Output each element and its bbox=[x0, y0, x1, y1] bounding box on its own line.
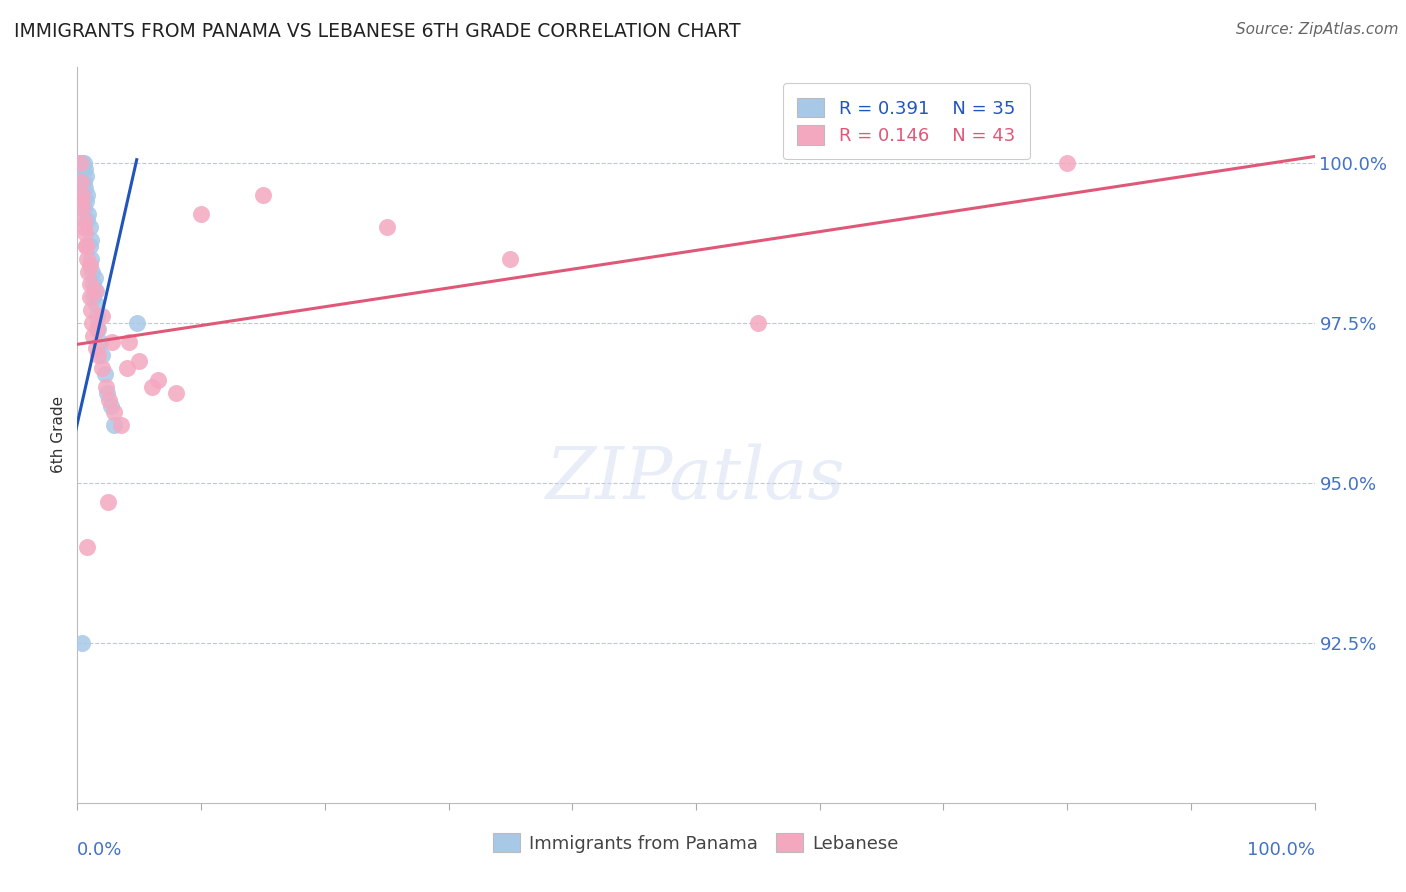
Point bbox=[115, 360, 138, 375]
Point bbox=[75, 169, 97, 183]
Text: 0.0%: 0.0% bbox=[77, 841, 122, 859]
Point bbox=[73, 162, 96, 177]
Point bbox=[79, 290, 101, 304]
Point bbox=[118, 334, 141, 349]
Point bbox=[79, 277, 101, 292]
Point bbox=[69, 156, 91, 170]
Point bbox=[89, 334, 111, 349]
Point bbox=[91, 360, 114, 375]
Point bbox=[72, 156, 94, 170]
Point bbox=[96, 386, 118, 401]
Legend: Immigrants from Panama, Lebanese: Immigrants from Panama, Lebanese bbox=[486, 826, 905, 860]
Point bbox=[103, 405, 125, 419]
Point bbox=[76, 187, 98, 202]
Point bbox=[75, 194, 97, 209]
Point bbox=[93, 367, 115, 381]
Point bbox=[72, 219, 94, 234]
Point bbox=[82, 328, 104, 343]
Point bbox=[165, 386, 187, 401]
Point bbox=[146, 374, 169, 388]
Text: Source: ZipAtlas.com: Source: ZipAtlas.com bbox=[1236, 22, 1399, 37]
Point bbox=[75, 239, 97, 253]
Point bbox=[69, 156, 91, 170]
Point bbox=[98, 392, 121, 407]
Point bbox=[72, 175, 94, 189]
Point bbox=[70, 175, 93, 189]
Y-axis label: 6th Grade: 6th Grade bbox=[51, 396, 66, 474]
Point bbox=[82, 316, 104, 330]
Point bbox=[86, 322, 108, 336]
Point bbox=[72, 636, 94, 650]
Point bbox=[79, 258, 101, 272]
Point bbox=[76, 213, 98, 227]
Point bbox=[72, 213, 94, 227]
Point bbox=[103, 418, 125, 433]
Point bbox=[87, 322, 110, 336]
Point bbox=[86, 310, 108, 324]
Point bbox=[80, 252, 103, 266]
Point bbox=[91, 310, 114, 324]
Point bbox=[82, 290, 104, 304]
Point bbox=[80, 233, 103, 247]
Point bbox=[83, 271, 105, 285]
Point bbox=[82, 265, 104, 279]
Point bbox=[73, 227, 96, 241]
Point bbox=[84, 284, 107, 298]
Point bbox=[72, 156, 94, 170]
Point bbox=[82, 277, 104, 292]
Point bbox=[190, 207, 212, 221]
Point bbox=[128, 354, 150, 368]
Point bbox=[747, 316, 769, 330]
Point bbox=[76, 540, 98, 554]
Point bbox=[100, 399, 122, 413]
Point bbox=[80, 303, 103, 318]
Point bbox=[70, 194, 93, 209]
Point bbox=[77, 207, 100, 221]
Point bbox=[87, 348, 110, 362]
Text: ZIPatlas: ZIPatlas bbox=[546, 443, 846, 515]
Point bbox=[110, 418, 132, 433]
Point bbox=[70, 156, 93, 170]
Point bbox=[141, 380, 163, 394]
Point bbox=[94, 380, 117, 394]
Point bbox=[1056, 156, 1078, 170]
Point bbox=[84, 296, 107, 310]
Text: 100.0%: 100.0% bbox=[1247, 841, 1315, 859]
Point bbox=[125, 316, 148, 330]
Point bbox=[75, 239, 97, 253]
Point bbox=[91, 348, 114, 362]
Point bbox=[79, 219, 101, 234]
Point bbox=[101, 334, 124, 349]
Point bbox=[375, 219, 398, 234]
Text: IMMIGRANTS FROM PANAMA VS LEBANESE 6TH GRADE CORRELATION CHART: IMMIGRANTS FROM PANAMA VS LEBANESE 6TH G… bbox=[14, 22, 741, 41]
Point bbox=[84, 342, 107, 356]
Point bbox=[97, 495, 120, 509]
Point bbox=[73, 181, 96, 195]
Point bbox=[72, 187, 94, 202]
Point bbox=[72, 169, 94, 183]
Point bbox=[76, 252, 98, 266]
Point bbox=[70, 187, 93, 202]
Point bbox=[499, 252, 522, 266]
Point bbox=[72, 201, 94, 215]
Point bbox=[72, 201, 94, 215]
Point bbox=[77, 265, 100, 279]
Point bbox=[83, 284, 105, 298]
Point bbox=[79, 239, 101, 253]
Point bbox=[252, 187, 274, 202]
